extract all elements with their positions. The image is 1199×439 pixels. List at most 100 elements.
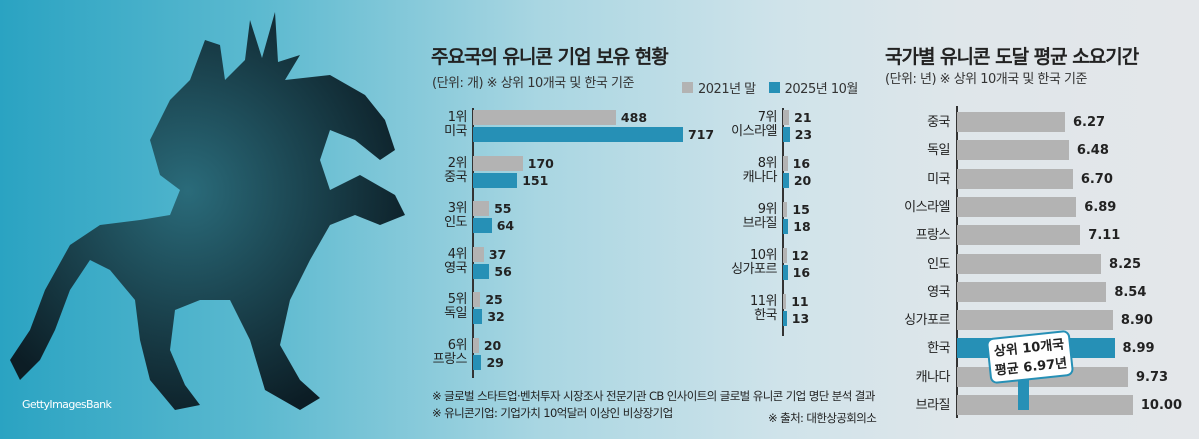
legend: 2021년 말 2025년 10월 [682,78,858,97]
legend-label-2021: 2021년 말 [698,82,756,97]
bar-2021 [473,155,523,171]
rank: 3위 [447,201,468,216]
rank: 4위 [447,246,468,262]
value-label: 16 [792,265,811,280]
duration-value: 7.11 [1088,228,1121,244]
legend-swatch-2021 [682,82,693,93]
country: 이스라엘 [731,124,777,139]
legend-swatch-2025 [768,82,780,93]
value-label: 12 [791,248,809,263]
value-label: 29 [486,354,504,370]
left-axis-b [782,108,784,336]
country: 싱가포르 [731,262,777,277]
value-label: 488 [620,110,648,125]
value-label: 16 [792,156,811,171]
value-label: 32 [487,309,505,324]
value-label: 64 [496,218,515,233]
bar-2025 [783,265,788,280]
bar-2021 [473,201,490,216]
country: 브라질 [742,216,778,231]
note-1: ※ 글로벌 스타트업·벤처투자 시장조사 전문기관 CB 인사이트의 글로벌 유… [432,389,875,403]
category-label: 11위 한국 [713,295,778,323]
bar-2025 [473,127,683,142]
value-label: 170 [527,155,554,171]
value-label: 13 [791,311,810,326]
rank: 6위 [447,337,468,353]
left-chart-title: 주요국의 유니콘 기업 보유 현황 [431,46,669,68]
bar-2021 [473,337,479,353]
value-label: 55 [494,201,512,216]
duration-value: 8.90 [1120,313,1153,329]
watermark: GettyImagesBank [22,398,112,411]
bar-2025 [473,218,492,233]
country-label: 한국 [927,341,950,357]
value-label: 56 [494,263,512,279]
duration-value: 9.73 [1135,369,1169,385]
category-label: 1위 미국 [403,111,467,139]
average-callout: 상위 10개국 평균 6.97년 [985,329,1075,385]
duration-value: 10.00 [1140,398,1182,413]
bar-2025 [783,127,790,142]
source: ※ 출처: 대한상공회의소 [768,411,877,425]
value-label: 23 [794,127,813,142]
right-chart-subtitle: (단위: 년) ※ 상위 10개국 및 한국 기준 [885,72,1087,87]
duration-value: 6.70 [1080,171,1113,187]
bar-2021 [783,202,788,217]
country-label: 독일 [927,143,950,159]
category-label: 10위 싱가포르 [713,249,777,277]
category-label: 9위 브라질 [713,202,778,231]
duration-value: 6.89 [1084,199,1117,215]
bar-2025 [783,173,789,188]
country-label: 프랑스 [915,228,951,244]
duration-value: 6.48 [1076,143,1109,159]
average-marker [1018,372,1029,410]
bar-2025 [473,263,490,279]
bar-2021 [783,156,788,171]
rank: 9위 [757,202,778,217]
duration-value: 8.54 [1114,284,1147,300]
left-axis-a [472,108,474,378]
rank: 2위 [447,155,468,171]
value-label: 151 [522,172,549,188]
right-axis [956,106,958,418]
unicorn-rider-illustration [10,12,405,410]
duration-bar [957,196,1077,217]
duration-bar [957,253,1102,274]
category-label: 2위 중국 [403,155,468,185]
legend-label-2025: 2025년 10월 [784,82,859,97]
bar-2021 [783,294,787,309]
country-label: 미국 [927,171,950,187]
duration-bar [957,168,1073,189]
country: 미국 [444,124,467,139]
duration-bar [957,112,1065,132]
value-label: 21 [794,110,812,125]
left-chart-subtitle: (단위: 개) ※ 상위 10개국 및 한국 기준 [432,76,634,91]
bar-2025 [783,219,789,234]
duration-bar [957,281,1107,302]
duration-value: 8.99 [1122,341,1155,357]
duration-value: 6.27 [1073,115,1106,130]
country-label: 중국 [927,115,950,130]
country: 한국 [754,308,777,323]
category-label: 7위 이스라엘 [713,111,777,139]
duration-bar [957,310,1113,331]
bar-2025 [783,311,787,326]
country-label: 싱가포르 [904,313,950,329]
country: 영국 [444,260,467,276]
bar-2025 [473,309,483,324]
bar-2021 [473,246,484,262]
country: 중국 [444,169,467,185]
right-chart-title: 국가별 유니콘 도달 평균 소요기간 [885,46,1139,68]
bar-2021 [783,248,787,263]
country: 캐나다 [742,170,778,185]
value-label: 11 [791,294,809,309]
rank: 1위 [447,110,468,125]
bar-2025 [473,354,482,370]
category-label: 3위 인도 [403,202,467,230]
duration-value: 8.25 [1109,256,1142,272]
country-label: 영국 [927,284,950,300]
country-label: 캐나다 [915,369,951,385]
value-label: 18 [793,219,811,234]
note-2: ※ 유니콘기업: 기업가치 10억달러 이상인 비상장기업 [432,406,673,420]
category-label: 5위 독일 [403,293,467,321]
